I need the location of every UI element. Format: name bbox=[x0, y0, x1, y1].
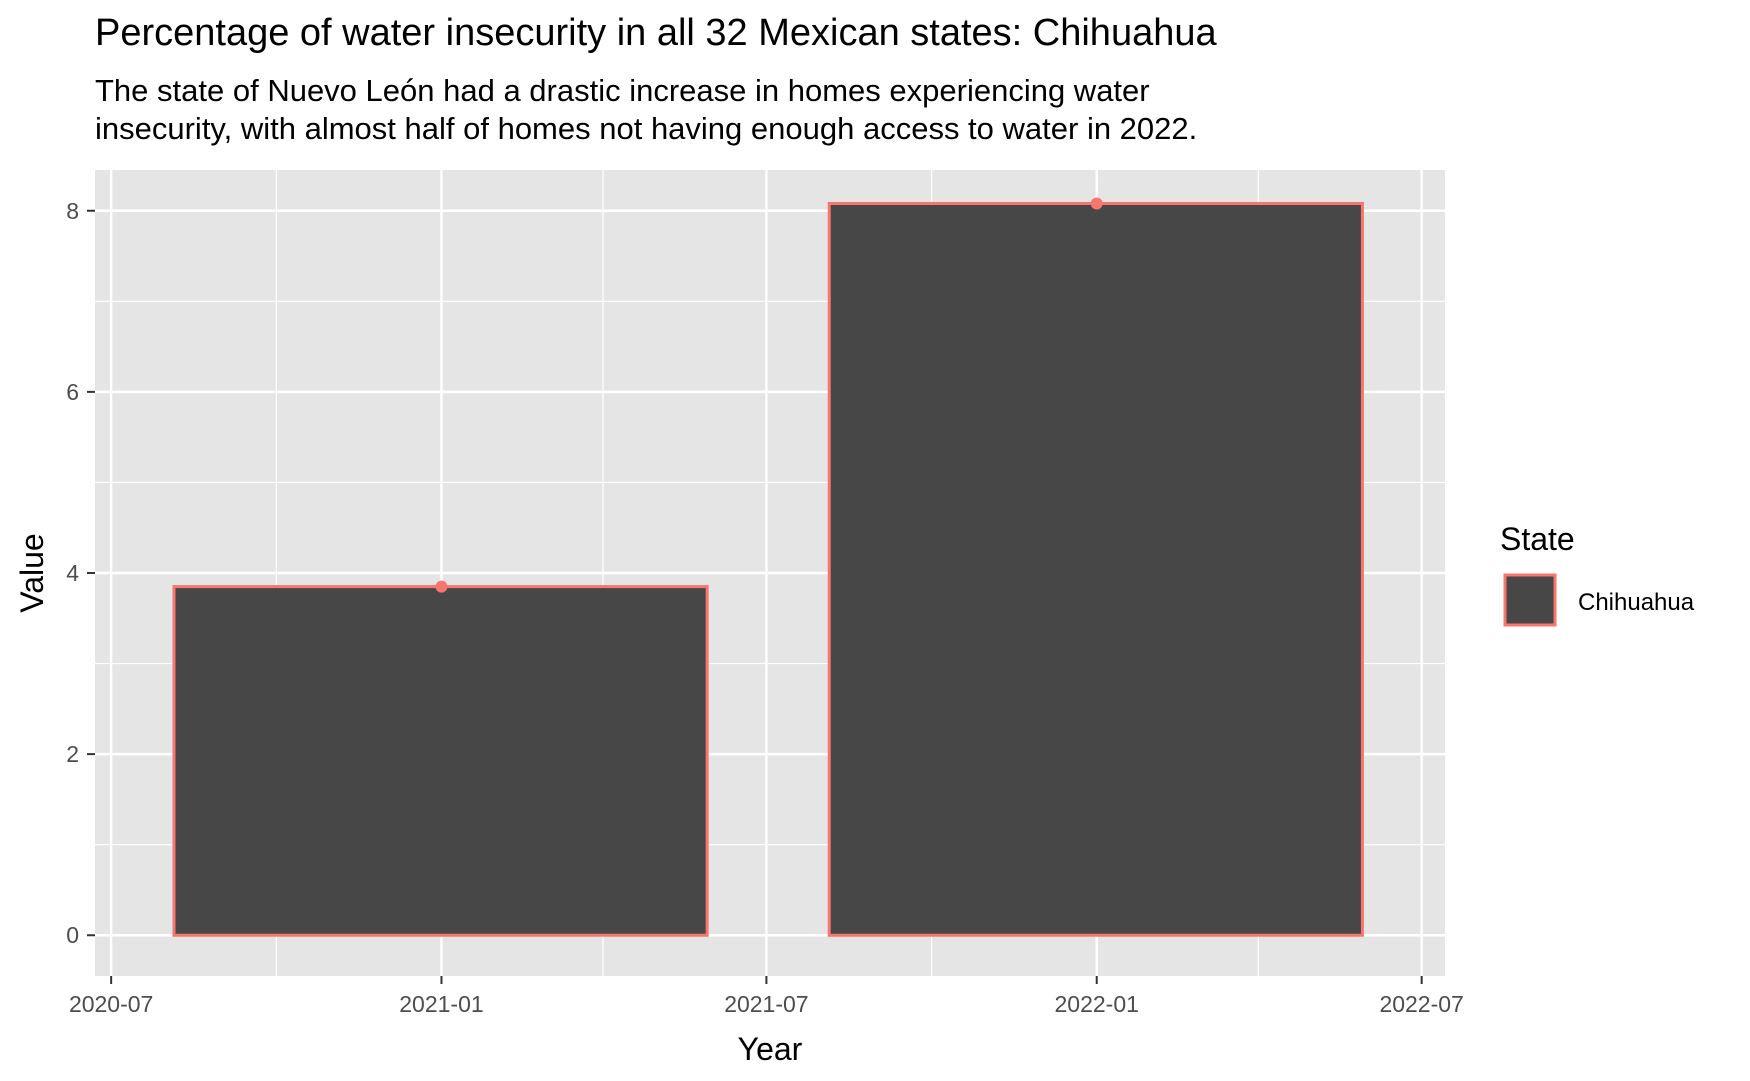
subtitle-line-1: The state of Nuevo León had a drastic in… bbox=[95, 73, 1150, 108]
y-tick-label: 0 bbox=[66, 922, 79, 948]
bars bbox=[172, 202, 1364, 937]
points bbox=[435, 197, 1103, 593]
y-tick-label: 2 bbox=[66, 741, 79, 767]
chart-subtitle: The state of Nuevo León had a drastic in… bbox=[95, 72, 1595, 148]
data-point bbox=[1090, 197, 1103, 210]
x-axis-title: Year bbox=[738, 1031, 803, 1067]
bar bbox=[827, 202, 1364, 937]
subtitle-line-2: insecurity, with almost half of homes no… bbox=[95, 111, 1198, 146]
legend-key bbox=[1503, 573, 1557, 627]
legend-title: State bbox=[1500, 521, 1575, 557]
y-tick-label: 6 bbox=[66, 379, 79, 405]
x-tick-label: 2022-07 bbox=[1379, 991, 1463, 1017]
y-axis: 0 2 4 6 8 bbox=[66, 198, 95, 948]
x-tick-label: 2020-07 bbox=[69, 991, 153, 1017]
x-tick-label: 2021-01 bbox=[399, 991, 483, 1017]
x-axis: 2020-07 2021-01 2021-07 2022-01 2022-07 bbox=[69, 976, 1464, 1017]
legend-label: Chihuahua bbox=[1578, 589, 1695, 616]
y-tick-label: 8 bbox=[66, 198, 79, 224]
x-tick-label: 2022-01 bbox=[1055, 991, 1139, 1017]
bar bbox=[172, 585, 709, 937]
x-tick-label: 2021-07 bbox=[724, 991, 808, 1017]
chart-title: Percentage of water insecurity in all 32… bbox=[95, 12, 1217, 54]
y-axis-title: Value bbox=[14, 533, 50, 612]
data-point bbox=[435, 580, 448, 593]
y-tick-label: 4 bbox=[66, 560, 79, 586]
legend: State Chihuahua bbox=[1500, 521, 1695, 627]
